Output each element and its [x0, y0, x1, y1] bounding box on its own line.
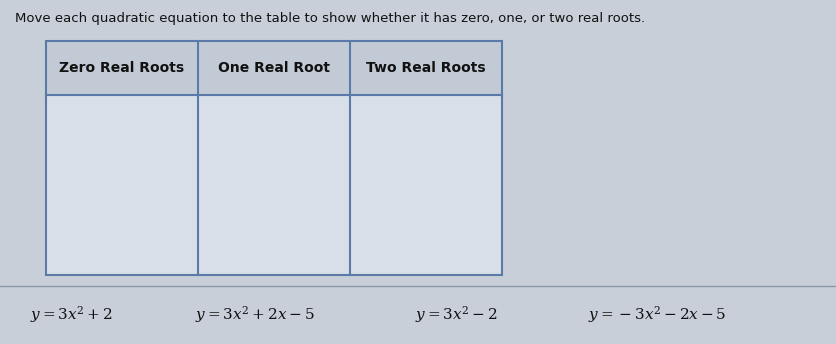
- Bar: [46, 41, 502, 275]
- Text: Move each quadratic equation to the table to show whether it has zero, one, or t: Move each quadratic equation to the tabl…: [15, 12, 645, 25]
- Bar: [46, 41, 502, 275]
- Text: Zero Real Roots: Zero Real Roots: [59, 61, 185, 75]
- Text: Two Real Roots: Two Real Roots: [366, 61, 486, 75]
- Text: $y = 3x^2 + 2x - 5$: $y = 3x^2 + 2x - 5$: [195, 304, 315, 325]
- Bar: [46, 41, 502, 95]
- Text: $y = 3x^2 + 2$: $y = 3x^2 + 2$: [30, 304, 112, 325]
- Text: $y = 3x^2 - 2$: $y = 3x^2 - 2$: [415, 304, 497, 325]
- Text: $y = -3x^2 - 2x - 5$: $y = -3x^2 - 2x - 5$: [587, 304, 726, 325]
- Text: One Real Root: One Real Root: [218, 61, 329, 75]
